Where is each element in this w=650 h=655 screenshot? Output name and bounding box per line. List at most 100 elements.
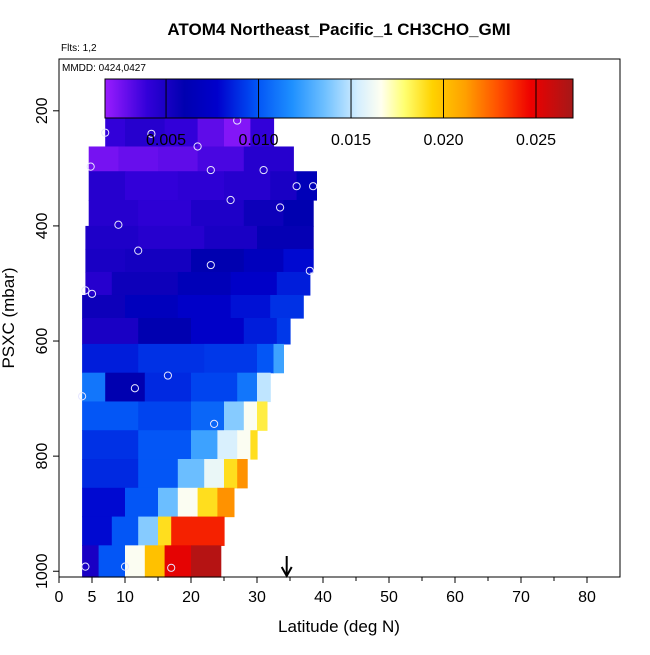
heatmap-cell [88, 171, 126, 201]
heatmap-cell [125, 487, 159, 518]
heatmap-cell [296, 171, 317, 201]
heatmap-cell [158, 487, 179, 518]
heatmap-cell [98, 545, 126, 578]
heatmap-cell [204, 343, 258, 374]
heatmap-cell [250, 430, 258, 460]
colorbar-tick-label: 0.010 [239, 132, 279, 149]
heatmap-cell [204, 459, 225, 489]
flights-label: Flts: 1,2 [61, 43, 97, 54]
dates-label: MMDD: 0424,0427 [62, 63, 146, 74]
y-axis: 200 400 600 800 1000 [34, 97, 59, 589]
colorbar-tick-label: 0.025 [516, 132, 556, 149]
heatmap-cell [177, 271, 232, 296]
arrow-head [280, 566, 293, 579]
observation-point [305, 266, 314, 275]
colorbar-tick-label: 0.015 [331, 132, 371, 149]
heatmap-cell [243, 318, 278, 345]
heatmap-cell [138, 200, 192, 227]
observation-point [101, 128, 110, 137]
heatmap-cell [138, 430, 192, 460]
x-tick-label: 60 [446, 589, 464, 606]
heatmap-cell [85, 271, 113, 296]
x-tick-label: 0 [55, 589, 64, 606]
heatmap-cell [125, 117, 166, 148]
y-tick-label: 400 [34, 212, 51, 239]
x-tick-label: 5 [88, 589, 97, 606]
heatmap-cell [270, 294, 304, 319]
x-tick-label: 80 [578, 589, 596, 606]
heatmap-cell [138, 225, 205, 250]
heatmap-cell [144, 372, 192, 403]
heatmap-cell [164, 117, 199, 148]
heatmap-cell [257, 225, 314, 250]
observation-point [120, 562, 130, 571]
latitude-arrow-marker [280, 556, 293, 579]
heatmap-cell [191, 200, 245, 227]
heatmap-cell [217, 430, 238, 460]
heatmap-cell [237, 430, 251, 460]
heatmap-cell [82, 294, 126, 319]
heatmap-cell [177, 487, 199, 518]
observation-point [206, 260, 215, 270]
observation-point [78, 392, 87, 401]
heatmap-cell [224, 459, 238, 489]
heatmap-cell [158, 516, 172, 546]
heatmap-cell [125, 294, 179, 319]
heatmap-cell [243, 401, 258, 431]
heatmap-cell [273, 343, 284, 374]
heatmap-cell [158, 146, 199, 172]
heatmap-cell [276, 271, 311, 296]
observation-point [276, 203, 285, 212]
heatmap-cell [191, 401, 225, 431]
heatmap-cell [191, 430, 218, 460]
heatmap-cell [191, 372, 238, 403]
colorbar-tick-label: 0.005 [146, 132, 186, 149]
heatmap-cell [82, 459, 139, 489]
x-tick-label: 50 [380, 589, 398, 606]
x-tick-label: 20 [182, 589, 200, 606]
heatmap-cell [243, 248, 284, 273]
heatmap-cell [197, 146, 245, 172]
heatmap-cell [144, 545, 166, 578]
colorbar-gradient [104, 78, 574, 119]
heatmap-cell [85, 248, 126, 273]
observation-point [226, 195, 235, 205]
heatmap-cell [224, 171, 271, 201]
heatmap-cell [88, 146, 119, 172]
heatmap-cell [138, 318, 192, 345]
heatmap-cell [224, 117, 251, 148]
heatmap-cell [105, 117, 126, 148]
observation-point [259, 165, 268, 175]
heatmap-cell [197, 117, 225, 148]
heatmap-cell [197, 487, 218, 518]
heatmap-cell [217, 487, 235, 518]
heatmap-cell [138, 401, 192, 431]
x-tick-label: 40 [314, 589, 332, 606]
heatmap-cell [138, 459, 179, 489]
heatmap-cell [191, 248, 245, 273]
heatmap-cell [111, 516, 139, 546]
heatmap-cell [191, 318, 245, 345]
colorbar: 0.005 0.010 0.015 0.020 0.025 [104, 78, 574, 149]
heatmap-cell [138, 516, 159, 546]
heatmap-cell [88, 200, 139, 227]
observation-point [167, 563, 176, 572]
plot-frame [58, 58, 621, 578]
heatmap-cell [82, 372, 106, 403]
heatmap-cell [243, 146, 294, 172]
heatmap-cell [82, 430, 139, 460]
heatmap-cell [125, 545, 146, 578]
heatmap-cell [250, 117, 275, 148]
y-tick-label: 800 [34, 443, 51, 470]
heatmap-cell [82, 343, 139, 374]
heatmap-cell [164, 545, 192, 578]
heatmap-cell [224, 401, 245, 431]
heatmap-cell [82, 318, 139, 345]
x-axis: 0 5 10 20 30 40 50 60 70 80 [55, 577, 596, 606]
y-axis-label: PSXC (mbar) [0, 267, 18, 368]
heatmap-cell [177, 459, 205, 489]
colorbar-tick-label: 0.020 [423, 132, 463, 149]
observation-point [206, 165, 215, 175]
